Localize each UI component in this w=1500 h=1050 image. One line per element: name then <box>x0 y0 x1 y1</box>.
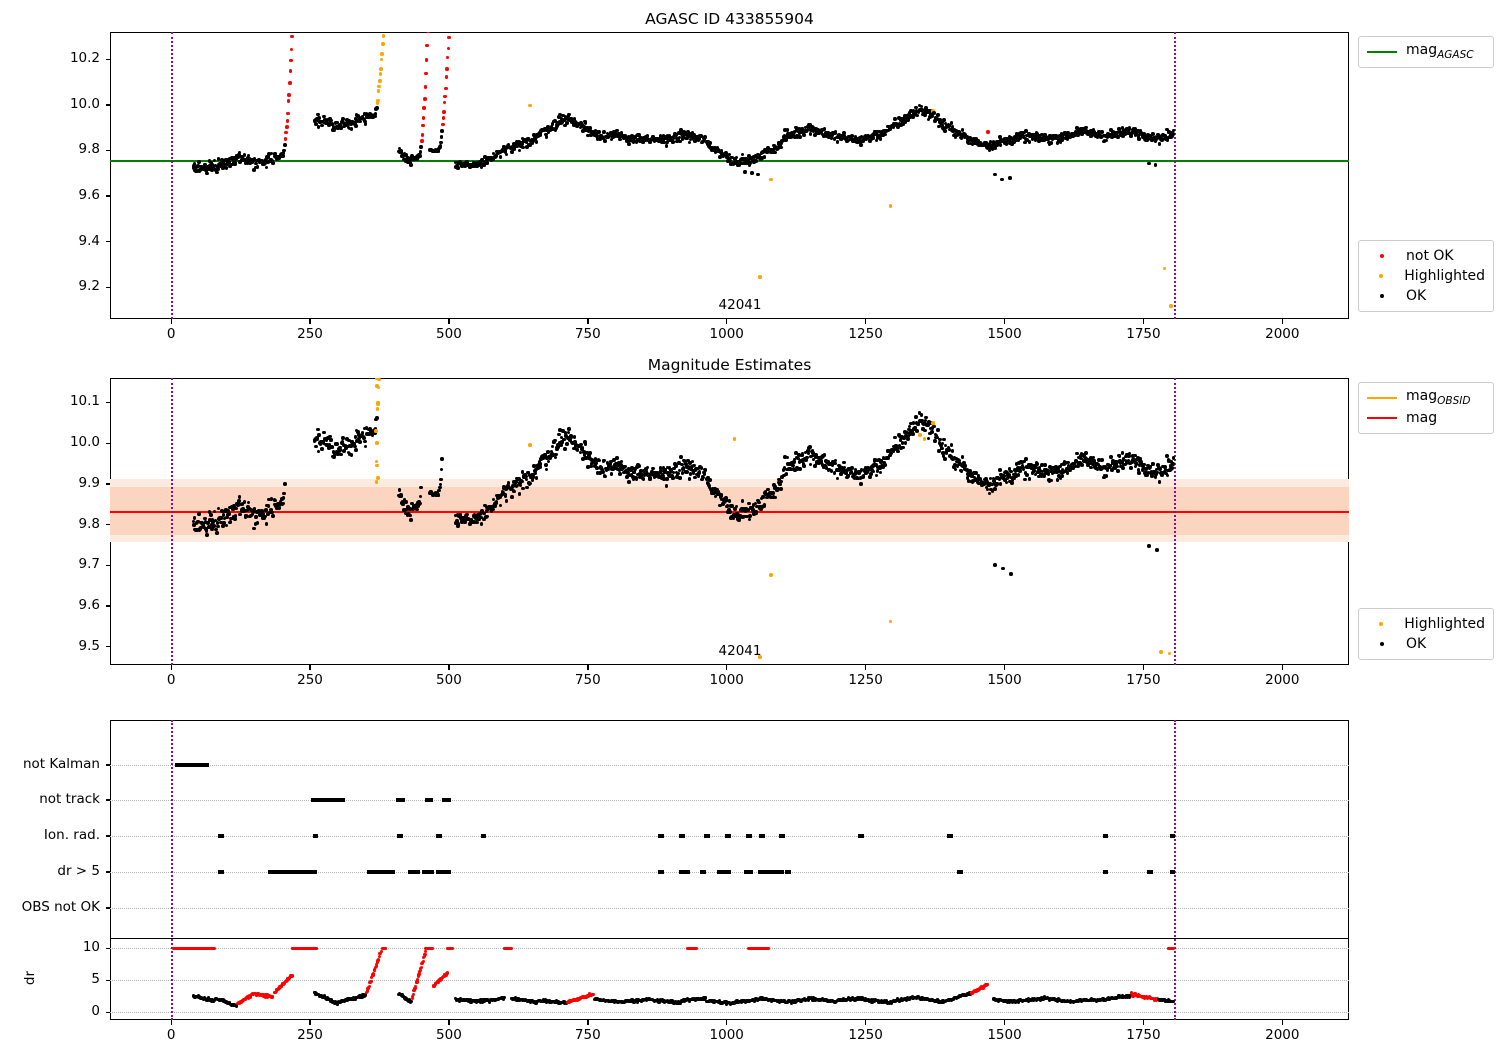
legend-entry[interactable]: OK <box>1367 634 1485 654</box>
legend-entry[interactable]: Highlighted <box>1367 614 1485 634</box>
legend-entry[interactable]: not OK <box>1367 246 1485 266</box>
legend-label: Highlighted <box>1404 268 1485 284</box>
legend-label: not OK <box>1406 248 1454 264</box>
legend-label: magOBSID <box>1406 388 1471 408</box>
page-title: AGASC ID 433855904 <box>645 10 814 28</box>
legend-dot-swatch <box>1367 274 1395 278</box>
legend-mag-agasc[interactable]: magAGASC <box>1358 36 1494 68</box>
legend-dot-swatch <box>1367 642 1397 646</box>
obsid-annotation-panel2: 42041 <box>718 643 762 659</box>
legend-dot-swatch <box>1367 622 1395 626</box>
legend-line-swatch <box>1367 397 1397 399</box>
magnitude-estimates-axes[interactable] <box>110 378 1349 665</box>
legend-label-subscript: OBSID <box>1437 395 1471 408</box>
legend-point-classes-panel2[interactable]: Highlighted OK <box>1358 608 1494 660</box>
magnitude-vs-time-axes[interactable] <box>110 32 1349 319</box>
legend-label: OK <box>1406 288 1427 304</box>
legend-label-subscript: AGASC <box>1437 49 1474 62</box>
legend-label: mag <box>1406 410 1438 426</box>
legend-entry[interactable]: magOBSID <box>1367 388 1485 408</box>
legend-entry[interactable]: OK <box>1367 286 1485 306</box>
legend-entry[interactable]: magAGASC <box>1367 42 1485 62</box>
legend-label: Highlighted <box>1404 616 1485 632</box>
legend-line-swatch <box>1367 51 1397 53</box>
legend-point-classes-panel1[interactable]: not OK Highlighted OK <box>1358 240 1494 312</box>
legend-dot-swatch <box>1367 294 1397 298</box>
flags-and-dr-axes[interactable] <box>110 720 1349 1020</box>
legend-entry[interactable]: mag <box>1367 408 1485 428</box>
legend-label: OK <box>1406 636 1427 652</box>
legend-line-swatch <box>1367 417 1397 419</box>
legend-mag-lines[interactable]: magOBSID mag <box>1358 382 1494 434</box>
legend-dot-swatch <box>1367 254 1397 258</box>
legend-label: magAGASC <box>1406 42 1474 62</box>
panel2-title: Magnitude Estimates <box>647 356 812 374</box>
legend-entry[interactable]: Highlighted <box>1367 266 1485 286</box>
obsid-annotation-panel1: 42041 <box>718 297 762 313</box>
